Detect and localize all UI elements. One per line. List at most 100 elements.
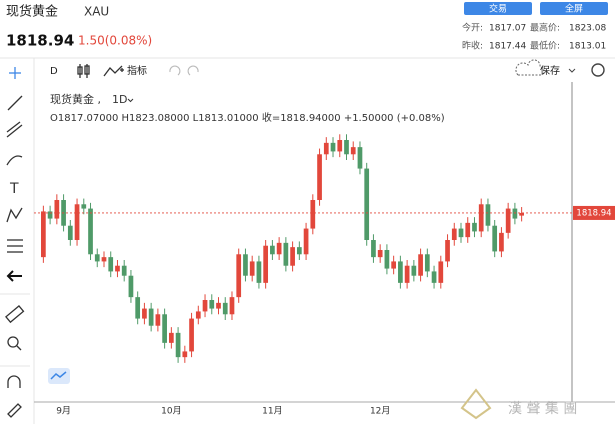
candle-body xyxy=(263,245,269,283)
candle-body xyxy=(431,271,437,283)
trade-button-label[interactable]: 交易 xyxy=(489,3,507,15)
indicator-icon[interactable] xyxy=(103,65,124,77)
save-button[interactable]: 保存 xyxy=(540,64,560,77)
candle-body xyxy=(195,311,201,319)
candle-body xyxy=(411,265,417,276)
candle-body xyxy=(270,245,275,255)
candle-body xyxy=(350,147,356,155)
x-tick-label: 10月 xyxy=(161,406,181,417)
stat-label: 今开: xyxy=(462,22,483,34)
svg-text:T: T xyxy=(9,181,19,197)
candle-body xyxy=(296,247,302,255)
stat-value: 1813.01 xyxy=(569,42,606,52)
stat-value: 1817.07 xyxy=(489,24,526,34)
candle-body xyxy=(519,212,524,216)
candle-body xyxy=(398,261,403,283)
candle-body xyxy=(216,302,221,309)
candle-body xyxy=(155,314,161,326)
save-menu-arrow[interactable] xyxy=(568,68,576,73)
candle-body xyxy=(209,300,215,309)
price-change: 1.50(0.08%) xyxy=(78,34,152,48)
candle-body xyxy=(303,228,309,255)
candle-body xyxy=(162,314,167,343)
stat-label: 最低价: xyxy=(530,40,560,52)
candle-body xyxy=(94,254,100,262)
cloud-icon[interactable] xyxy=(515,59,545,76)
candle-body xyxy=(290,247,295,266)
stat-value: 1817.44 xyxy=(489,42,526,52)
candle-body xyxy=(492,225,498,252)
legend-ohlc: O1817.07000 H1823.08000 L1813.01000 收=18… xyxy=(50,111,445,124)
candle-body xyxy=(47,211,53,219)
candle-body xyxy=(276,242,282,255)
candle-body xyxy=(67,225,73,240)
price-line-tag xyxy=(573,205,615,220)
candle-body xyxy=(344,140,349,155)
candle-body xyxy=(54,200,60,219)
legend-menu-arrow[interactable] xyxy=(127,98,134,103)
candle-body xyxy=(222,302,228,315)
candle-body xyxy=(88,208,93,255)
candle-body xyxy=(283,242,289,266)
undo-redo[interactable] xyxy=(169,65,199,76)
candle-body xyxy=(512,208,518,219)
instrument-title: 现货黄金 xyxy=(6,4,58,20)
logo-icon xyxy=(50,371,67,380)
stat-label: 昨收: xyxy=(462,40,483,52)
candle-body xyxy=(472,222,477,232)
last-price: 1818.94 xyxy=(6,32,74,50)
candle-body xyxy=(101,257,107,262)
indicators-button[interactable]: 指标 xyxy=(127,64,147,77)
candle-body xyxy=(323,142,329,155)
candle-body xyxy=(175,332,181,358)
candle-body xyxy=(317,154,322,200)
watermark-logo xyxy=(460,388,492,420)
candle-body xyxy=(229,297,235,315)
candle-body xyxy=(243,254,248,276)
candle-body xyxy=(330,142,336,152)
candle-body xyxy=(108,257,114,272)
candle-body xyxy=(189,318,194,352)
instrument-symbol: XAU xyxy=(84,5,109,19)
watermark-text: 漢 聲 集 團 xyxy=(508,400,577,417)
candle-body xyxy=(249,261,255,276)
drawing-toolbar[interactable]: T xyxy=(5,67,25,418)
candle-body xyxy=(41,211,46,258)
interval-button[interactable]: D xyxy=(50,66,58,77)
candle-body xyxy=(135,297,141,319)
candle-body xyxy=(357,147,363,169)
candle-body xyxy=(310,200,316,229)
candle-body xyxy=(391,261,397,269)
candle-body xyxy=(115,265,120,272)
candle-body xyxy=(451,228,457,240)
fullscreen-button[interactable] xyxy=(540,2,608,15)
candle-body xyxy=(445,240,450,262)
candle-body xyxy=(377,250,383,258)
candle-body xyxy=(505,208,511,233)
candle-body xyxy=(74,204,80,240)
chart-type-button[interactable] xyxy=(77,64,90,78)
candle-body xyxy=(478,204,484,232)
x-tick-label: 9月 xyxy=(56,406,71,417)
candle-body xyxy=(458,228,464,238)
candle-body xyxy=(364,168,370,240)
candle-body xyxy=(182,351,188,358)
stat-label: 最高价: xyxy=(530,22,560,34)
candle-body xyxy=(256,261,262,283)
trade-button[interactable] xyxy=(464,2,532,15)
candle-body xyxy=(337,140,343,152)
fullscreen-button-label[interactable]: 全屏 xyxy=(565,3,583,15)
candle-body xyxy=(424,254,430,272)
candle-body xyxy=(485,204,491,226)
x-tick-label: 11月 xyxy=(262,406,282,417)
candle-body xyxy=(371,240,376,258)
legend-interval: 1D xyxy=(112,93,127,106)
candle-body xyxy=(384,250,390,269)
candle-body xyxy=(438,261,444,283)
stat-value: 1823.08 xyxy=(569,24,606,34)
candle-body xyxy=(121,265,127,276)
candle-body xyxy=(404,265,410,283)
price-line-label: 1818.94 xyxy=(576,208,611,218)
settings-button[interactable] xyxy=(591,63,605,77)
